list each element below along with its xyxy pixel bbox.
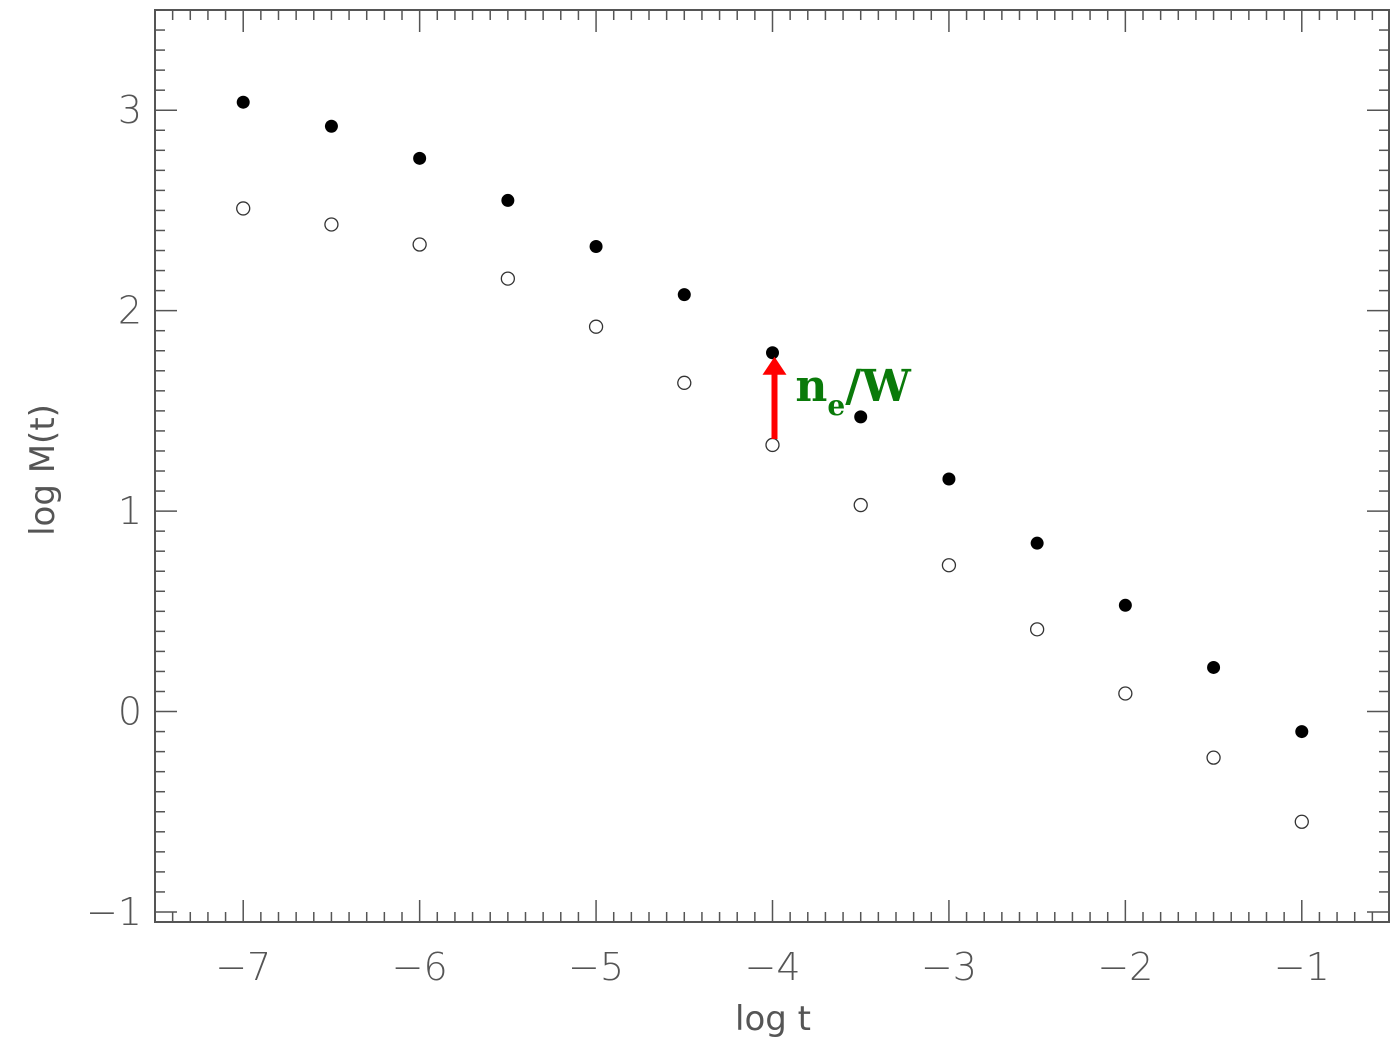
annotation-ne-over-w: ne/W — [795, 361, 911, 422]
open-data-point — [853, 497, 868, 513]
y-tick-label: 3 — [118, 88, 142, 132]
annotation-subscript: e — [827, 389, 845, 422]
open-data-point — [1118, 686, 1133, 701]
filled-data-point — [1295, 725, 1309, 739]
filled-data-point — [413, 151, 427, 165]
filled-data-point — [1118, 598, 1132, 612]
annotation-main: n — [795, 361, 827, 412]
open-data-point — [1029, 622, 1045, 637]
x-tick-label: −4 — [744, 945, 800, 989]
y-tick-label: 1 — [118, 489, 142, 533]
filled-data-point — [677, 288, 691, 302]
filled-data-point — [854, 410, 868, 424]
filled-data-point — [1207, 660, 1221, 674]
red-arrow-head — [762, 356, 787, 375]
plot-frame — [154, 9, 1390, 923]
x-tick-label: −5 — [568, 945, 624, 989]
open-data-point — [941, 558, 957, 573]
open-data-point — [1206, 750, 1221, 765]
annotation-suffix: /W — [845, 361, 911, 412]
open-data-point — [500, 271, 516, 286]
x-tick-label: −2 — [1097, 945, 1153, 989]
x-tick-label: −7 — [215, 945, 271, 989]
filled-data-point — [766, 346, 779, 360]
open-data-point — [1294, 814, 1309, 829]
y-axis-title: log M(t) — [23, 404, 63, 536]
filled-data-point — [942, 472, 956, 486]
open-data-point — [324, 217, 339, 232]
open-data-point — [765, 437, 780, 453]
open-data-point — [412, 237, 427, 252]
filled-data-point — [236, 95, 250, 109]
y-tick-label: 2 — [118, 289, 142, 333]
filled-data-point — [324, 119, 338, 133]
filled-data-point — [589, 240, 603, 254]
x-axis-title: log t — [735, 999, 811, 1039]
y-tick-label: −1 — [86, 890, 142, 934]
filled-data-point — [1030, 536, 1044, 550]
x-tick-label: −1 — [1274, 945, 1330, 989]
y-tick-label: 0 — [118, 690, 142, 734]
open-data-point — [677, 375, 692, 390]
x-tick-label: −6 — [392, 945, 448, 989]
open-data-point — [588, 319, 604, 334]
open-data-point — [236, 201, 251, 216]
filled-data-point — [501, 193, 515, 207]
x-tick-label: −3 — [921, 945, 977, 989]
